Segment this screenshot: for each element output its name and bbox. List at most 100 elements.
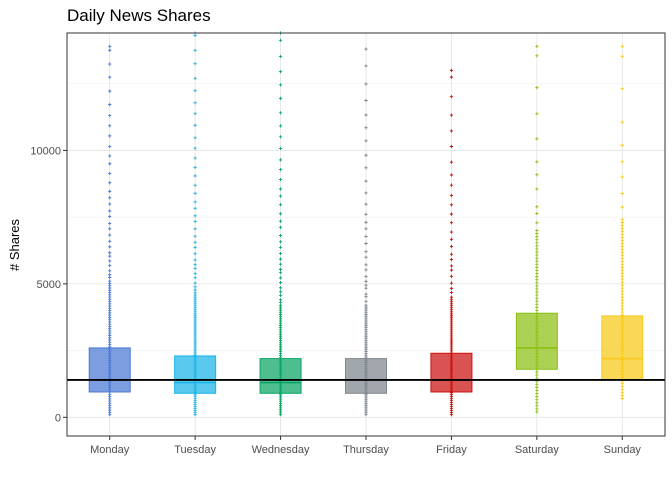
data-point [535,308,539,313]
data-point [108,62,112,66]
data-point [535,401,539,405]
data-point [620,247,624,251]
x-tick-label: Wednesday [252,444,310,456]
data-point [449,264,454,268]
data-point [108,279,112,283]
data-point [278,280,283,285]
data-point [193,266,197,271]
data-point [449,95,454,99]
data-point [193,285,197,289]
data-point [620,283,624,287]
data-point [620,304,624,308]
data-point [620,388,624,392]
data-point [535,160,539,164]
data-point [193,214,197,218]
data-point [449,193,454,198]
data-point [364,47,368,51]
data-point [108,209,112,213]
data-point [108,89,112,93]
data-point [193,258,197,262]
data-point [535,395,539,399]
data-point [620,301,624,305]
data-point [620,382,624,386]
data-point [535,391,539,396]
data-point [108,134,112,138]
data-point [535,54,539,58]
data-point [193,191,197,195]
data-point [620,44,624,48]
data-point [449,295,454,299]
data-point [535,268,539,273]
data-point [278,286,283,290]
y-tick-label: 0 [55,412,61,424]
data-point [535,385,539,389]
data-point [364,268,368,272]
data-point [108,202,112,206]
data-point [193,89,197,93]
data-point [535,388,539,393]
data-point [620,256,624,260]
data-point [620,54,624,58]
data-point [620,87,624,91]
data-point [535,278,539,282]
x-tick-label: Sunday [604,444,642,456]
data-point [108,113,112,118]
data-point [278,219,283,223]
data-point [193,48,197,52]
box-rect [515,312,558,370]
data-point [620,268,624,272]
data-point [108,44,112,48]
data-point [364,98,368,103]
data-point [193,156,197,160]
box-rect [430,352,473,393]
data-point [535,281,539,285]
data-point [278,83,283,87]
data-point [449,68,454,72]
box-rect [601,315,644,381]
box-saturday [515,44,558,414]
data-point [278,177,283,182]
x-tick-label: Monday [90,444,130,456]
data-point [364,292,368,296]
data-point [535,247,539,251]
data-point [620,385,624,389]
y-tick-label: 10000 [30,145,61,157]
box-rect [259,358,302,394]
data-point [620,265,624,269]
data-point [108,124,112,128]
data-point [449,257,454,262]
data-point [535,211,539,216]
data-point [278,257,283,261]
data-point [364,179,368,183]
data-point [620,271,624,275]
chart-title: Daily News Shares [67,6,211,25]
y-tick-label: 5000 [37,279,61,291]
box-thursday [344,47,388,417]
data-point [193,146,197,150]
data-point [620,391,624,395]
data-point [620,160,624,164]
data-point [108,273,112,277]
data-point [620,289,624,293]
data-point [620,253,624,257]
data-point [535,290,539,294]
data-point [364,220,368,224]
x-tick-label: Thursday [343,444,389,456]
data-point [620,286,624,290]
data-point [449,129,454,133]
box-monday [88,44,131,417]
data-point [449,203,454,207]
data-point [278,245,283,249]
data-point [108,196,112,200]
data-point [535,262,539,266]
data-point [278,135,283,139]
data-point [620,250,624,254]
data-point [535,265,539,270]
data-point [108,75,112,79]
data-point [620,274,624,278]
data-point [364,299,368,303]
data-point [193,101,197,105]
data-point [535,221,539,225]
data-point [364,82,368,86]
